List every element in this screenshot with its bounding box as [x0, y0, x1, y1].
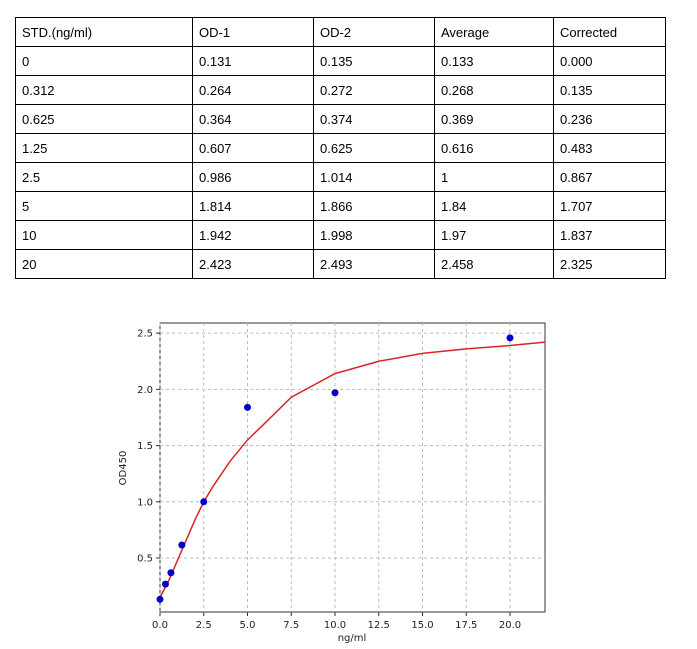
table-cell: 0.625 [15, 104, 193, 134]
y-tick-label: 0.5 [137, 554, 153, 565]
data-point [161, 580, 169, 588]
table-cell: 2.325 [553, 249, 666, 279]
table-cell: 0.272 [313, 75, 435, 105]
table-cell: OD-1 [192, 17, 314, 47]
y-tick-label: 2.0 [137, 385, 153, 396]
table-cell: 0.867 [553, 162, 666, 192]
table-cell: 1.814 [192, 191, 314, 221]
table-cell: 1.942 [192, 220, 314, 250]
data-point [200, 498, 208, 506]
x-tick-label: 12.5 [368, 620, 390, 631]
table-cell: STD.(ng/ml) [15, 17, 193, 47]
x-tick-label: 7.5 [283, 620, 299, 631]
table-cell: Average [434, 17, 554, 47]
x-tick-label: 10.0 [324, 620, 346, 631]
table-cell: 1.998 [313, 220, 435, 250]
x-tick-label: 15.0 [411, 620, 433, 631]
table-cell: 10 [15, 220, 193, 250]
x-tick-label: 2.5 [196, 620, 212, 631]
x-tick-label: 5.0 [240, 620, 256, 631]
data-point [167, 569, 175, 577]
table-row: 10 1.942 1.998 1.97 1.837 [15, 220, 666, 250]
table-row: 20 2.423 2.493 2.458 2.325 [15, 249, 666, 279]
data-point [331, 389, 339, 397]
data-point [156, 595, 164, 603]
x-tick-label: 17.5 [455, 620, 477, 631]
table-cell: 0.369 [434, 104, 554, 134]
table-cell: 1 [434, 162, 554, 192]
table-cell: 0.131 [192, 46, 314, 76]
table-row: 5 1.814 1.866 1.84 1.707 [15, 191, 666, 221]
table-cell: 0.268 [434, 75, 554, 105]
table-row: 0 0.131 0.135 0.133 0.000 [15, 46, 666, 76]
plot-frame [159, 322, 546, 613]
data-point [506, 334, 514, 342]
table-cell: 0.607 [192, 133, 314, 163]
data-point [244, 403, 251, 411]
table-cell: 2.458 [434, 249, 554, 279]
table-row: 0.625 0.364 0.374 0.369 0.236 [15, 104, 666, 134]
fit-curve [159, 341, 546, 598]
x-axis-label: ng/ml [338, 633, 367, 644]
y-axis-label: OD450 [118, 451, 129, 486]
table-cell: 0.135 [313, 46, 435, 76]
table-cell: 2.423 [192, 249, 314, 279]
table-cell: 0.616 [434, 133, 554, 163]
x-tick-label: 0.0 [152, 620, 168, 631]
table-cell: 2.493 [313, 249, 435, 279]
y-tick-label: 1.0 [137, 497, 153, 508]
table-cell: 1.866 [313, 191, 435, 221]
y-tick-label: 1.5 [137, 441, 153, 452]
table-cell: Corrected [553, 17, 666, 47]
y-tick-label: 2.5 [137, 329, 153, 340]
table-cell: 1.837 [553, 220, 666, 250]
data-point [178, 541, 186, 549]
table-cell: 1.84 [434, 191, 554, 221]
table-cell: 0.374 [313, 104, 435, 134]
table-cell: 20 [15, 249, 193, 279]
table-cell: 1.707 [553, 191, 666, 221]
table-row: STD.(ng/ml) OD-1 OD-2 Average Corrected [15, 17, 666, 47]
table-cell: 0.986 [192, 162, 314, 192]
x-tick-label: 20.0 [499, 620, 521, 631]
data-table: STD.(ng/ml) OD-1 OD-2 Average Corrected 0 0.13… [15, 17, 666, 279]
